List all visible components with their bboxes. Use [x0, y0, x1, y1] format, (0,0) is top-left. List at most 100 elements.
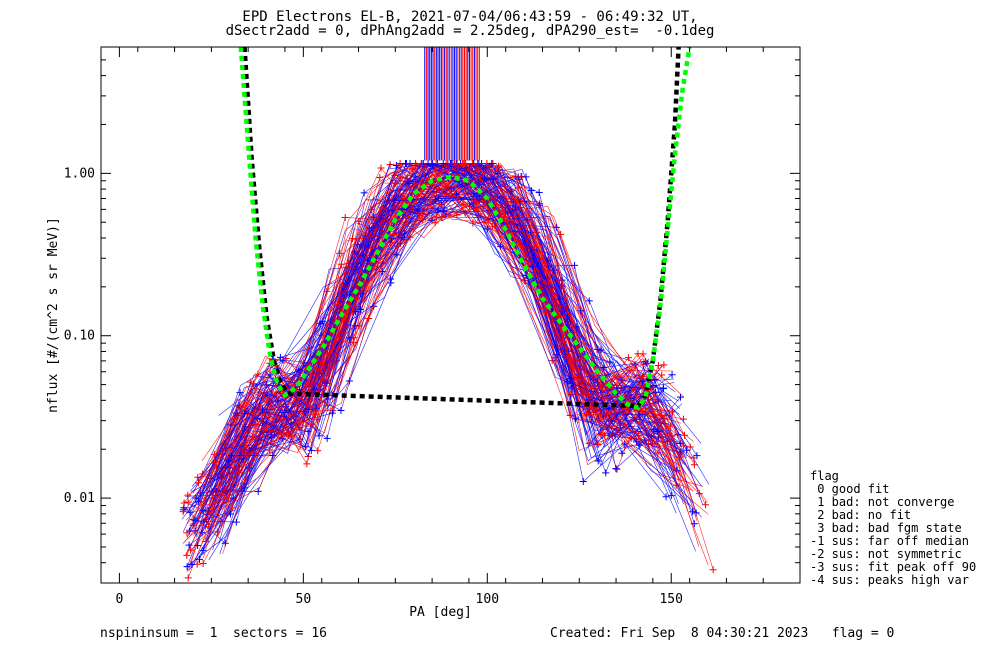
data-point-marker [443, 190, 451, 198]
data-point-marker [641, 358, 649, 366]
legend-item: 2 bad: no fit [810, 508, 912, 522]
data-trace [199, 173, 698, 521]
data-trace [210, 164, 708, 510]
data-trace [189, 166, 688, 554]
data-point-marker [232, 518, 240, 526]
data-point-marker [631, 361, 639, 369]
data-point-marker [666, 430, 674, 438]
data-point-marker [183, 529, 191, 537]
legend-item: 1 bad: not converge [810, 495, 955, 509]
data-point-marker [563, 318, 571, 326]
data-trace [190, 176, 647, 551]
data-trace [214, 178, 671, 529]
data-point-marker [281, 408, 289, 416]
data-point-marker [202, 538, 210, 546]
data-point-marker [228, 504, 236, 512]
data-trace [196, 163, 694, 524]
chart-title: EPD Electrons EL-B, 2021-07-04/06:43:59 … [242, 9, 698, 25]
data-point-marker [677, 393, 685, 401]
data-point-marker [307, 421, 315, 429]
data-point-marker [680, 431, 688, 439]
data-trace [182, 163, 639, 533]
data-trace [217, 163, 674, 518]
data-point-marker [559, 338, 567, 346]
data-point-marker [683, 446, 691, 454]
data-point-marker [224, 494, 232, 502]
data-point-marker [680, 442, 688, 450]
data-trace [213, 163, 670, 503]
data-point-marker [602, 469, 610, 477]
data-point-marker [624, 354, 632, 362]
y-tick-label: 1.00 [64, 166, 95, 181]
data-point-marker [394, 242, 402, 250]
data-trace [194, 163, 651, 523]
data-trace [193, 205, 691, 525]
data-trace [212, 169, 710, 486]
data-point-marker [658, 371, 666, 379]
legend-item: -2 sus: not symmetric [810, 547, 962, 561]
data-point-marker [709, 566, 717, 574]
data-trace [223, 163, 639, 447]
data-point-marker [377, 164, 385, 172]
data-point-marker [323, 402, 331, 410]
x-tick-label: 100 [476, 592, 499, 607]
data-point-marker [183, 551, 191, 559]
data-point-marker [199, 506, 207, 514]
x-axis-label: PA [deg] [409, 605, 472, 620]
data-point-marker [179, 508, 187, 516]
data-point-marker [356, 305, 364, 313]
data-point-marker [376, 174, 384, 182]
y-axis-label: nflux [#/(cm^2 s sr MeV)] [46, 217, 61, 413]
data-point-marker [191, 517, 199, 525]
flag-legend: flag 0 good fit 1 bad: not converge 2 ba… [810, 470, 976, 587]
y-tick-label: 0.10 [64, 329, 95, 344]
data-point-marker [653, 427, 661, 435]
data-point-marker [690, 454, 698, 462]
data-point-marker [390, 230, 398, 238]
data-trace [185, 163, 683, 568]
legend-item: -4 sus: peaks high var [810, 573, 969, 587]
legend-item: 3 bad: bad fgm state [810, 521, 962, 535]
data-point-marker [418, 216, 426, 224]
data-trace [188, 163, 687, 571]
data-point-marker [254, 487, 262, 495]
data-point-marker [571, 261, 579, 269]
data-point-marker [337, 406, 345, 414]
x-tick-label: 50 [296, 592, 312, 607]
data-trace [196, 163, 694, 539]
legend-title: flag [810, 469, 839, 483]
data-trace [218, 163, 674, 537]
data-point-marker [315, 432, 323, 440]
data-trace [188, 163, 645, 546]
data-trace [217, 174, 674, 477]
data-point-marker [350, 339, 358, 347]
data-point-marker [612, 465, 620, 473]
x-tick-label: 0 [115, 592, 123, 607]
data-point-marker [184, 498, 192, 506]
data-point-marker [543, 308, 551, 316]
data-point-marker [597, 431, 605, 439]
data-point-marker [514, 184, 522, 192]
y-tick-label: 0.01 [64, 491, 95, 506]
data-point-marker [435, 185, 443, 193]
data-trace [201, 169, 700, 547]
data-point-marker [481, 175, 489, 183]
data-point-marker [183, 563, 191, 571]
data-point-marker [662, 493, 670, 501]
data-point-marker [618, 449, 626, 457]
data-point-marker [360, 189, 368, 197]
data-trace [218, 198, 674, 470]
data-point-marker [440, 204, 448, 212]
data-trace [216, 163, 673, 504]
data-point-marker [689, 508, 697, 516]
data-layer [179, 47, 717, 582]
data-point-marker [583, 411, 591, 419]
data-point-marker [585, 297, 593, 305]
data-point-marker [304, 427, 312, 435]
data-point-marker [669, 408, 677, 416]
data-point-marker [606, 358, 614, 366]
data-point-marker [677, 448, 685, 456]
data-point-marker [390, 196, 398, 204]
data-trace [204, 196, 660, 533]
data-point-marker [405, 180, 413, 188]
